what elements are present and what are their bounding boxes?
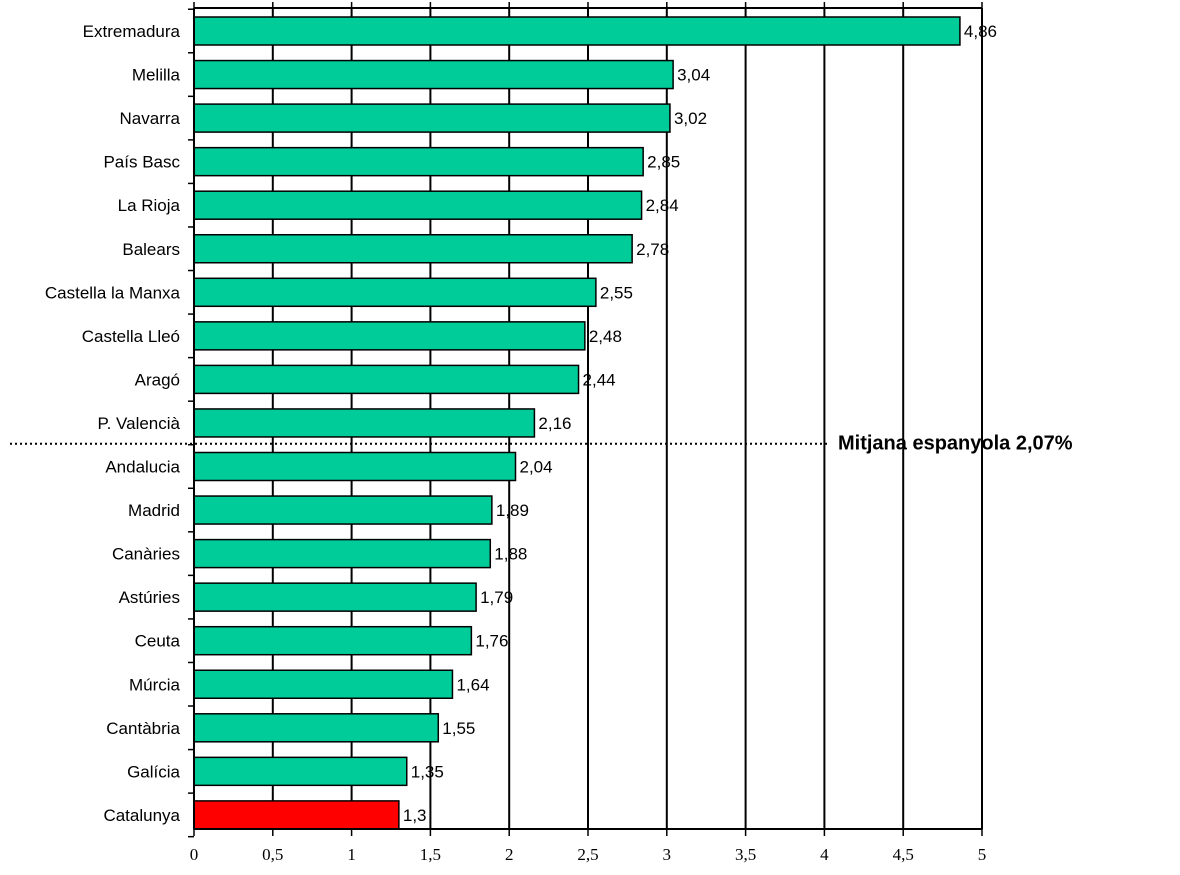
bar bbox=[193, 234, 633, 264]
bar bbox=[193, 669, 454, 699]
x-tick-label: 2,5 bbox=[577, 845, 598, 864]
value-label: 2,78 bbox=[636, 240, 669, 259]
bar bbox=[193, 16, 961, 46]
value-label: 1,79 bbox=[480, 588, 513, 607]
bar bbox=[193, 800, 400, 830]
value-label: 2,48 bbox=[589, 327, 622, 346]
category-label: Catalunya bbox=[103, 806, 180, 825]
category-label: La Rioja bbox=[118, 196, 181, 215]
x-tick-label: 3,5 bbox=[735, 845, 756, 864]
category-label: Melilla bbox=[132, 66, 181, 85]
x-tick-label: 4 bbox=[820, 845, 829, 864]
labels: Extremadura 4,86 Melilla 3,04 Navarra 3,02 Paí… bbox=[45, 22, 1073, 864]
category-label: País Basc bbox=[103, 153, 180, 172]
value-label: 1,55 bbox=[442, 719, 475, 738]
bar bbox=[193, 103, 671, 133]
x-tick-label: 0 bbox=[190, 845, 199, 864]
category-label: Aragó bbox=[135, 370, 180, 389]
category-label: Galícia bbox=[127, 762, 180, 781]
bar bbox=[193, 582, 477, 612]
value-label: 1,89 bbox=[496, 501, 529, 520]
bar bbox=[193, 364, 580, 395]
value-label: 2,85 bbox=[647, 153, 680, 172]
category-label: Canàries bbox=[112, 545, 180, 564]
bar bbox=[193, 538, 492, 569]
category-label: Ceuta bbox=[135, 632, 181, 651]
x-tick-label: 4,5 bbox=[893, 845, 914, 864]
value-label: 2,04 bbox=[520, 458, 553, 477]
value-label: 3,04 bbox=[677, 66, 710, 85]
value-label: 1,64 bbox=[456, 675, 489, 694]
category-label: Castella Lleó bbox=[82, 327, 180, 346]
bar bbox=[193, 625, 473, 656]
category-label: Navarra bbox=[120, 109, 181, 128]
bar bbox=[193, 451, 517, 482]
value-label: 1,88 bbox=[494, 545, 527, 564]
category-label: Astúries bbox=[119, 588, 180, 607]
value-label: 2,84 bbox=[646, 196, 679, 215]
bar bbox=[193, 190, 643, 220]
value-label: 1,76 bbox=[475, 632, 508, 651]
bar bbox=[193, 495, 493, 525]
x-tick-label: 2 bbox=[505, 845, 514, 864]
x-tick-label: 1 bbox=[347, 845, 356, 864]
category-label: Balears bbox=[122, 240, 180, 259]
x-tick-label: 3 bbox=[663, 845, 672, 864]
category-label: P. Valencià bbox=[97, 414, 180, 433]
category-label: Extremadura bbox=[83, 22, 181, 41]
bar bbox=[193, 321, 586, 351]
bar bbox=[193, 277, 597, 308]
category-label: Cantàbria bbox=[106, 719, 180, 738]
bar bbox=[193, 146, 644, 177]
bar bbox=[193, 713, 440, 743]
axes bbox=[10, 2, 983, 838]
x-tick-label: 1,5 bbox=[420, 845, 441, 864]
value-label: 2,44 bbox=[583, 370, 616, 389]
value-label: 4,86 bbox=[964, 22, 997, 41]
value-label: 3,02 bbox=[674, 109, 707, 128]
value-label: 2,16 bbox=[538, 414, 571, 433]
gridlines bbox=[271, 8, 983, 829]
category-label: Andalucia bbox=[105, 458, 180, 477]
category-label: Castella la Manxa bbox=[45, 283, 181, 302]
x-tick-label: 5 bbox=[978, 845, 987, 864]
bar bbox=[193, 756, 408, 787]
value-label: 2,55 bbox=[600, 283, 633, 302]
value-label: 1,3 bbox=[403, 806, 427, 825]
category-label: Madrid bbox=[128, 501, 180, 520]
bar bbox=[193, 408, 536, 438]
bars bbox=[193, 16, 961, 830]
reference-label: Mitjana espanyola 2,07% bbox=[838, 433, 1073, 455]
x-tick-label: 0,5 bbox=[262, 845, 283, 864]
value-label: 1,35 bbox=[411, 762, 444, 781]
category-label: Múrcia bbox=[129, 675, 181, 694]
bar bbox=[193, 59, 674, 90]
